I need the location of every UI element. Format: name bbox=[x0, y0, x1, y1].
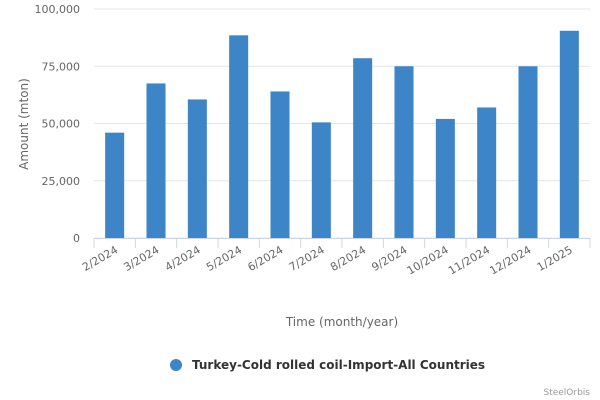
x-tick-label: 11/2024 bbox=[446, 243, 492, 277]
x-tick-label: 6/2024 bbox=[245, 243, 285, 274]
y-tick-label: 25,000 bbox=[42, 175, 81, 188]
x-tick-label: 1/2025 bbox=[535, 243, 575, 274]
x-tick-label: 4/2024 bbox=[163, 243, 203, 274]
legend-label: Turkey-Cold rolled coil-Import-All Count… bbox=[192, 358, 485, 372]
legend-marker bbox=[170, 359, 182, 371]
y-tick-label: 50,000 bbox=[42, 118, 81, 131]
x-tick-label: 8/2024 bbox=[328, 243, 368, 274]
bar bbox=[435, 118, 455, 238]
bar bbox=[559, 30, 579, 238]
x-tick-label: 12/2024 bbox=[487, 243, 533, 277]
x-tick-label: 5/2024 bbox=[204, 243, 244, 274]
x-tick-label: 2/2024 bbox=[80, 243, 120, 274]
y-tick-label: 100,000 bbox=[35, 3, 81, 16]
x-tick-label: 3/2024 bbox=[121, 243, 161, 274]
credits: SteelOrbis bbox=[543, 388, 590, 398]
bar bbox=[518, 66, 538, 238]
y-axis-title: Amount (mton) bbox=[17, 78, 31, 170]
bar bbox=[187, 99, 207, 238]
y-tick-label: 75,000 bbox=[42, 60, 81, 73]
bar bbox=[311, 122, 331, 238]
x-axis-title: Time (month/year) bbox=[285, 315, 398, 329]
x-tick-label: 9/2024 bbox=[369, 243, 409, 274]
bar bbox=[105, 132, 125, 238]
bar bbox=[146, 83, 166, 238]
bar bbox=[394, 66, 414, 238]
bar bbox=[270, 91, 290, 238]
bar bbox=[229, 35, 249, 239]
bar bbox=[477, 107, 497, 238]
y-tick-label: 0 bbox=[73, 232, 80, 245]
bar bbox=[353, 58, 373, 238]
x-tick-label: 7/2024 bbox=[287, 243, 327, 274]
x-tick-label: 10/2024 bbox=[405, 243, 451, 277]
